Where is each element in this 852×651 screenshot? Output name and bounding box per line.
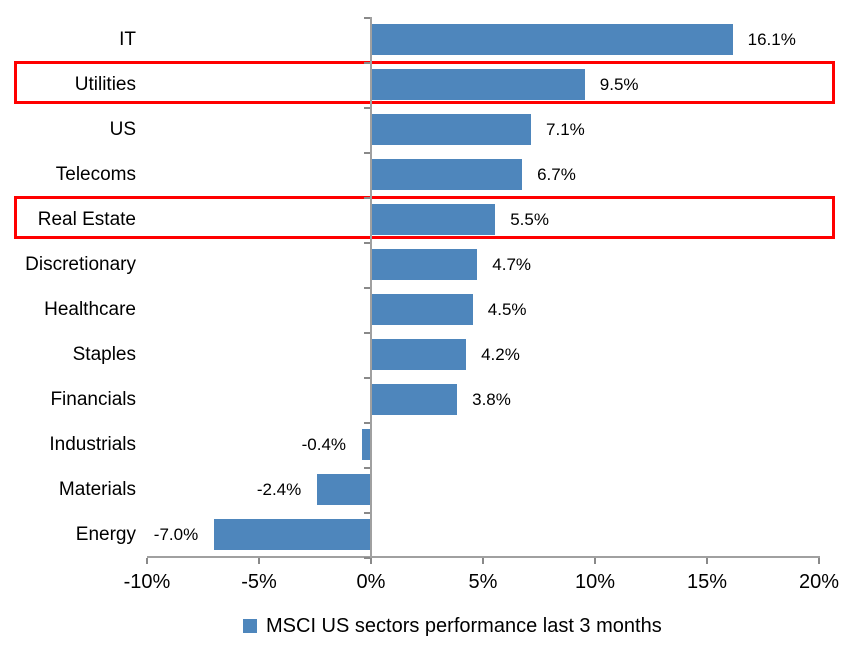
x-axis-tick [594,558,596,564]
bar [372,114,532,145]
y-axis-tick [364,107,370,109]
y-axis-tick [364,62,370,64]
category-label: Industrials [49,434,136,455]
value-label: 4.2% [481,345,520,364]
bar [372,249,478,280]
value-label: 5.5% [510,210,549,229]
category-label: Materials [58,479,136,500]
value-label: 7.1% [546,120,585,139]
x-axis-tick-label: 10% [574,571,616,593]
bar [372,339,467,370]
y-axis-tick [364,197,370,199]
x-axis-tick-label: -10% [123,571,171,593]
value-label: -7.0% [153,525,199,544]
bar [372,204,496,235]
category-label: Real Estate [37,209,136,230]
x-axis-tick-label: 5% [468,571,498,593]
x-axis-tick [370,558,372,564]
value-label: 6.7% [537,165,576,184]
x-axis-tick-label: 20% [798,571,840,593]
value-label: -0.4% [301,435,347,454]
category-axis-line [370,17,372,563]
category-label: Staples [72,344,136,365]
y-axis-tick [364,17,370,19]
bar [372,384,458,415]
y-axis-tick [364,332,370,334]
legend: MSCI US sectors performance last 3 month… [243,615,662,637]
x-axis-tick [706,558,708,564]
value-label: 3.8% [472,390,511,409]
category-label: US [109,119,136,140]
y-axis-tick [364,512,370,514]
legend-label: MSCI US sectors performance last 3 month… [266,615,662,637]
legend-swatch-icon [243,619,257,633]
y-axis-tick [364,377,370,379]
bar [372,69,585,100]
y-axis-tick [364,242,370,244]
value-label: 4.7% [492,255,532,274]
x-axis-tick [258,558,260,564]
x-axis-tick [482,558,484,564]
x-axis-tick-label: 15% [686,571,728,593]
x-axis-tick [818,558,820,564]
y-axis-tick [364,152,370,154]
x-axis-tick-label: 0% [356,571,386,593]
bar [372,159,523,190]
bar [372,294,473,325]
category-label: Telecoms [55,164,136,185]
value-label: 9.5% [599,75,639,94]
y-axis-tick [364,467,370,469]
value-label: 4.5% [487,300,527,319]
y-axis-tick [364,422,370,424]
y-axis-tick [364,287,370,289]
highlight-box [14,61,835,104]
category-label: Financials [50,389,136,410]
bar [362,429,371,460]
category-label: IT [119,29,136,50]
x-axis-tick [146,558,148,564]
category-label: Healthcare [44,299,136,320]
category-label: Utilities [74,74,136,95]
y-axis-tick [364,557,370,559]
highlight-box [14,196,835,239]
bar [214,519,371,550]
bar [317,474,371,505]
value-axis-line [147,556,820,558]
x-axis-tick-label: -5% [241,571,277,593]
bar [372,24,733,55]
value-label: 16.1% [747,30,796,49]
value-label: -2.4% [256,480,302,499]
category-label: Discretionary [25,254,136,275]
category-label: Energy [75,524,136,545]
